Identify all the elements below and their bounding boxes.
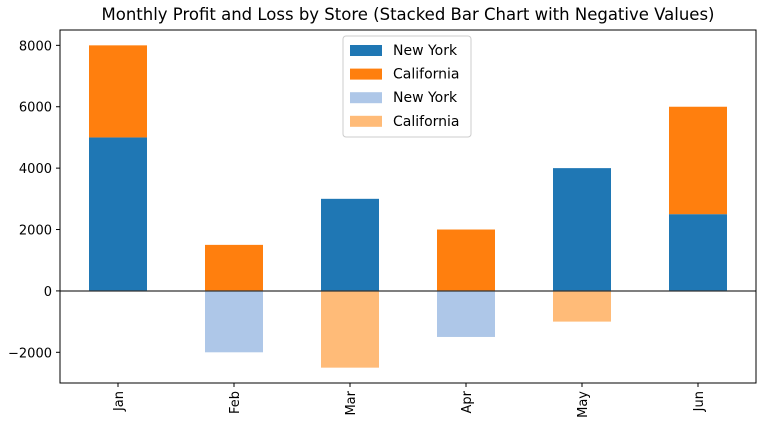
legend-swatch (350, 92, 382, 104)
plot-frame (59, 29, 757, 384)
x-tick-label-jun: Jun (692, 391, 707, 412)
bar-mar-series-3 (321, 290, 379, 368)
y-tick-label: 2000 (19, 224, 52, 239)
bar-jan-series-1 (89, 45, 147, 138)
x-tick-label-mar: Mar (344, 390, 359, 415)
y-tick-label: 0 (44, 285, 52, 300)
legend-label: New York (393, 43, 458, 59)
legend-swatch (350, 45, 382, 56)
x-tick-label-apr: Apr (460, 390, 475, 413)
legend-box (342, 35, 472, 138)
legend-label: California (393, 67, 459, 83)
bar-may-series-0 (553, 168, 611, 291)
y-tick-label: 8000 (19, 39, 52, 54)
bar-apr-series-1 (437, 229, 495, 291)
bar-feb-series-2 (205, 290, 263, 353)
bar-jun-series-0 (669, 214, 727, 291)
bar-may-series-3 (553, 290, 611, 322)
bar-apr-series-2 (437, 290, 495, 337)
y-tick-label: 4000 (19, 162, 52, 177)
bar-jan-series-0 (89, 137, 147, 291)
y-tick-label: 6000 (19, 101, 52, 116)
bar-jun-series-1 (669, 106, 727, 215)
x-tick-label-may: May (576, 391, 591, 418)
bar-feb-series-1 (205, 244, 263, 291)
chart-title: Monthly Profit and Loss by Store (Stacke… (102, 5, 715, 24)
bar-mar-series-0 (321, 198, 379, 291)
legend-label: New York (393, 90, 458, 106)
legend-swatch (350, 115, 382, 127)
legend-label: California (393, 114, 459, 130)
x-tick-label-feb: Feb (228, 391, 243, 414)
y-tick-label: −2000 (8, 346, 52, 361)
legend-swatch (350, 68, 382, 80)
x-tick-label-jan: Jan (112, 391, 127, 412)
